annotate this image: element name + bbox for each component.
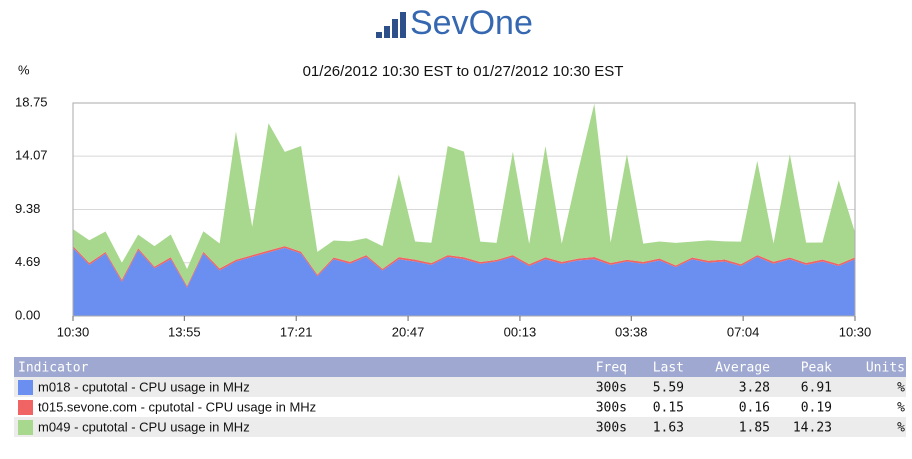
y-tick-label: 9.38 [15,201,40,216]
series-area [73,247,855,316]
y-tick-label: 18.75 [15,94,48,109]
table-cell: 300s [596,421,627,436]
x-tick-label: 07:04 [727,324,760,339]
legend-swatch [18,420,33,435]
indicator-name: m049 - cputotal - CPU usage in MHz [38,419,250,434]
logo: SevOne [410,4,533,42]
table-row-bg [14,397,906,417]
table-row-bg [14,417,906,437]
y-tick-label: 4.69 [15,254,40,269]
table-cell: 300s [596,381,627,396]
table-cell: % [897,381,905,396]
column-header: Units [866,361,905,376]
table-cell: 1.63 [653,421,684,436]
column-header: Indicator [18,361,89,376]
table-row-bg [14,377,906,397]
x-tick-label: 20:47 [392,324,425,339]
column-header: Peak [801,361,832,376]
column-header: Last [653,361,684,376]
logo-icon [376,12,406,38]
table-cell: 300s [596,401,627,416]
y-tick-label: 0.00 [15,307,40,322]
column-header: Average [715,361,770,376]
table-cell: 0.19 [801,401,832,416]
table-cell: 3.28 [739,381,770,396]
x-tick-label: 17:21 [280,324,313,339]
x-tick-label: 03:38 [615,324,648,339]
table-cell: 6.91 [801,381,832,396]
x-tick-label: 10:30 [839,324,872,339]
table-cell: 14.23 [793,421,832,436]
x-tick-label: 10:30 [57,324,90,339]
legend-swatch [18,400,33,415]
series-area [73,103,855,287]
plot-frame [72,102,856,317]
x-tick-label: 00:13 [504,324,537,339]
table-cell: % [897,401,905,416]
table-cell: % [897,421,905,436]
column-header: Freq [596,361,627,376]
table-cell: 5.59 [653,381,684,396]
indicator-name: t015.sevone.com - cputotal - CPU usage i… [38,399,316,414]
chart-title: 01/26/2012 10:30 EST to 01/27/2012 10:30… [303,63,624,80]
indicator-name: m018 - cputotal - CPU usage in MHz [38,379,250,394]
legend-swatch [18,380,33,395]
table-cell: 1.85 [739,421,770,436]
table-cell: 0.16 [739,401,770,416]
y-unit: % [18,62,30,77]
y-tick-label: 14.07 [15,148,48,163]
table-header-bg [14,357,906,377]
table-cell: 0.15 [653,401,684,416]
x-tick-label: 13:55 [168,324,201,339]
